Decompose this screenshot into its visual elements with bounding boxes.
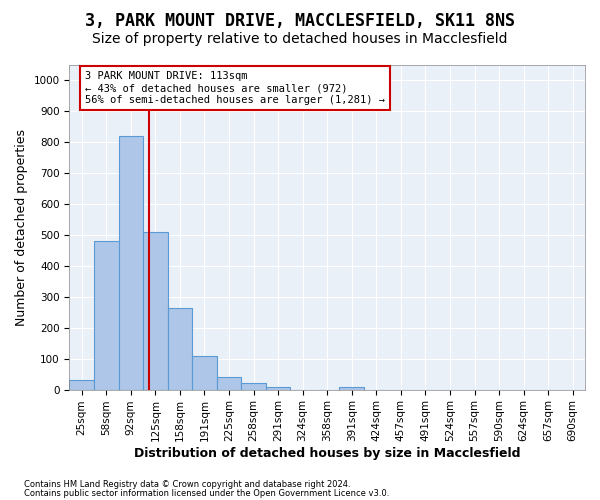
Bar <box>241 384 266 390</box>
Bar <box>70 380 94 390</box>
Text: 3, PARK MOUNT DRIVE, MACCLESFIELD, SK11 8NS: 3, PARK MOUNT DRIVE, MACCLESFIELD, SK11 … <box>85 12 515 30</box>
Bar <box>266 386 290 390</box>
Text: Contains HM Land Registry data © Crown copyright and database right 2024.: Contains HM Land Registry data © Crown c… <box>24 480 350 489</box>
Text: Contains public sector information licensed under the Open Government Licence v3: Contains public sector information licen… <box>24 488 389 498</box>
Bar <box>340 386 364 390</box>
Bar <box>119 136 143 390</box>
Bar <box>143 232 167 390</box>
Bar <box>192 356 217 390</box>
Bar <box>217 377 241 390</box>
Text: 3 PARK MOUNT DRIVE: 113sqm
← 43% of detached houses are smaller (972)
56% of sem: 3 PARK MOUNT DRIVE: 113sqm ← 43% of deta… <box>85 72 385 104</box>
Bar <box>94 241 119 390</box>
X-axis label: Distribution of detached houses by size in Macclesfield: Distribution of detached houses by size … <box>134 447 520 460</box>
Bar <box>167 308 192 390</box>
Y-axis label: Number of detached properties: Number of detached properties <box>15 129 28 326</box>
Text: Size of property relative to detached houses in Macclesfield: Size of property relative to detached ho… <box>92 32 508 46</box>
